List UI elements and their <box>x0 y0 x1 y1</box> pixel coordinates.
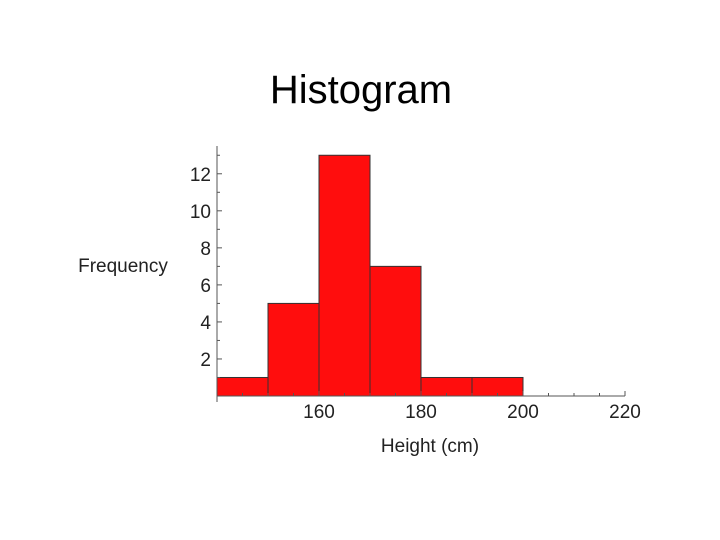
x-axis-label: Height (cm) <box>381 436 479 457</box>
bar-150-160 <box>267 302 320 397</box>
y-tick-label-4: 4 <box>200 313 211 334</box>
x-tick-label-160: 160 <box>303 402 335 423</box>
chart-title: Histogram <box>269 68 453 112</box>
y-tick-label-2: 2 <box>200 350 211 371</box>
y-tick-label-6: 6 <box>200 276 211 297</box>
bar-170-180 <box>369 265 422 397</box>
x-tick-label-220: 220 <box>609 402 641 423</box>
bars-group <box>216 154 524 397</box>
y-axis-label: Frequency <box>78 256 168 277</box>
y-tick-label-12: 12 <box>190 165 211 186</box>
y-tick-label-8: 8 <box>200 239 211 260</box>
x-tick-label-200: 200 <box>507 402 539 423</box>
y-ticks-group: 2 4 6 8 10 12 <box>190 154 222 378</box>
bar-160-170 <box>318 154 371 397</box>
y-tick-label-10: 10 <box>190 202 211 223</box>
x-tick-label-180: 180 <box>405 402 437 423</box>
x-ticks-group: 160 180 200 220 <box>242 391 641 423</box>
